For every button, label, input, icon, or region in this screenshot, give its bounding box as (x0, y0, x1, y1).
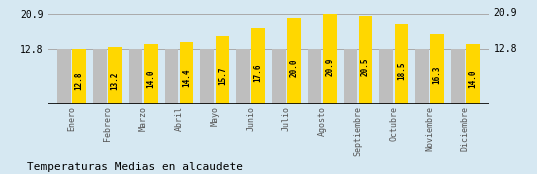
Bar (93, 49, 107, 104)
Text: 20.0: 20.0 (289, 59, 299, 77)
Text: 16.3: 16.3 (433, 65, 441, 84)
Text: 14.4: 14.4 (182, 69, 191, 88)
Text: 15.7: 15.7 (218, 67, 227, 85)
Bar (144, 44, 157, 104)
Bar (287, 18, 301, 104)
Bar (236, 49, 250, 104)
Bar (415, 49, 429, 104)
Bar (200, 49, 214, 104)
Bar (380, 49, 393, 104)
Bar (395, 24, 408, 104)
Bar (72, 49, 86, 104)
Bar (344, 49, 357, 104)
Bar (251, 28, 265, 104)
Bar (180, 42, 193, 104)
Text: 20.5: 20.5 (361, 58, 370, 76)
Bar (165, 49, 178, 104)
Bar (308, 49, 322, 104)
Bar (359, 16, 372, 104)
Bar (215, 36, 229, 104)
Bar (466, 44, 480, 104)
Text: 14.0: 14.0 (468, 70, 477, 88)
Text: Temperaturas Medias en alcaudete: Temperaturas Medias en alcaudete (27, 162, 243, 172)
Text: 18.5: 18.5 (397, 61, 406, 80)
Bar (430, 34, 444, 104)
Bar (129, 49, 142, 104)
Bar (57, 49, 71, 104)
Bar (451, 49, 465, 104)
Text: 12.8: 12.8 (75, 72, 84, 90)
Text: 20.9: 20.9 (325, 57, 334, 76)
Bar (323, 14, 337, 104)
Text: 17.6: 17.6 (253, 63, 263, 82)
Text: 14.0: 14.0 (146, 70, 155, 88)
Text: 13.2: 13.2 (111, 71, 119, 90)
Bar (108, 47, 122, 104)
Bar (272, 49, 286, 104)
